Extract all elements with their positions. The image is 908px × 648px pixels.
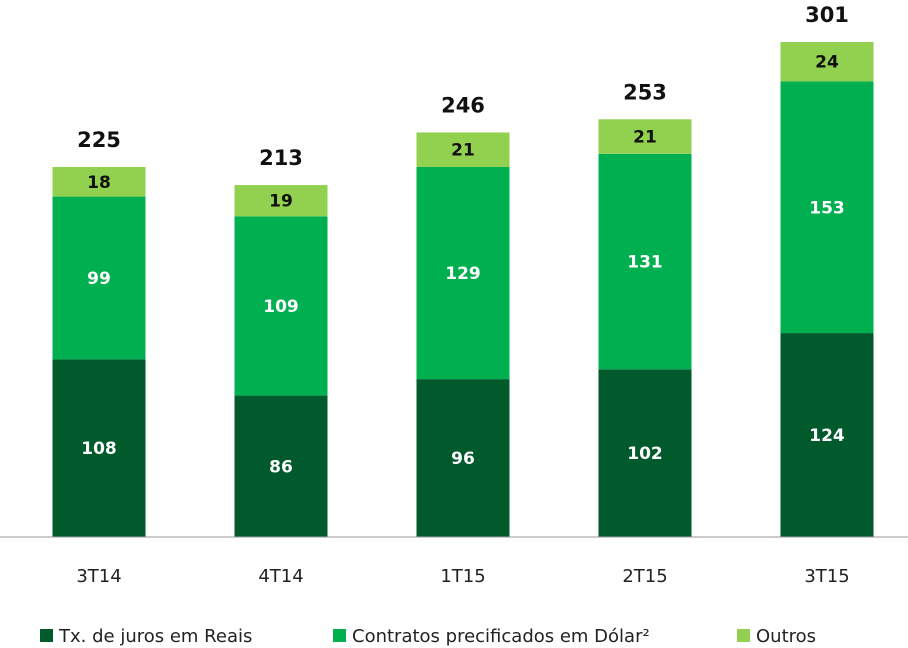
total-label: 225 [77,128,121,152]
x-tick-label: 1T15 [440,566,485,587]
legend-label: Outros [756,626,816,647]
legend-label: Tx. de juros em Reais [58,626,252,647]
total-label: 301 [805,3,849,27]
legend-swatch [737,629,750,642]
segment-label: 96 [451,449,475,469]
bar-segment [780,81,874,334]
legend-swatch [40,629,53,642]
segment-label: 129 [445,264,481,284]
segment-label: 102 [627,444,663,464]
segment-label: 18 [87,173,111,193]
legend-swatch [333,629,346,642]
bar-segment [416,132,510,167]
bar-segment [598,119,692,154]
x-tick-label: 2T15 [622,566,667,587]
total-label: 246 [441,93,485,117]
segment-label: 21 [451,141,475,161]
segment-label: 109 [263,297,299,317]
bar-segment [52,359,146,537]
x-tick-label: 4T14 [258,566,303,587]
segment-label: 153 [809,198,845,218]
bar-segment [234,395,328,537]
bar-segment [416,166,510,380]
bar-segment [598,369,692,537]
segment-label: 131 [627,253,663,273]
bar-segment [234,216,328,396]
x-tick-label: 3T15 [804,566,849,587]
bar-segment [416,379,510,537]
segment-label: 124 [809,426,845,446]
bar-segment [780,42,874,82]
segment-label: 99 [87,269,111,289]
bar-segment [780,333,874,537]
segment-label: 108 [81,439,117,459]
bar-segment [52,166,146,197]
x-tick-label: 3T14 [76,566,121,587]
bar-segment [52,196,146,360]
segment-label: 86 [269,457,293,477]
bar-segment [598,153,692,370]
legend-label: Contratos precificados em Dólar² [352,626,650,647]
bar-segment [234,185,328,217]
segment-label: 24 [815,53,839,73]
segment-label: 21 [633,128,657,148]
segment-label: 19 [269,192,293,212]
total-label: 253 [623,80,667,104]
total-label: 213 [259,146,303,170]
